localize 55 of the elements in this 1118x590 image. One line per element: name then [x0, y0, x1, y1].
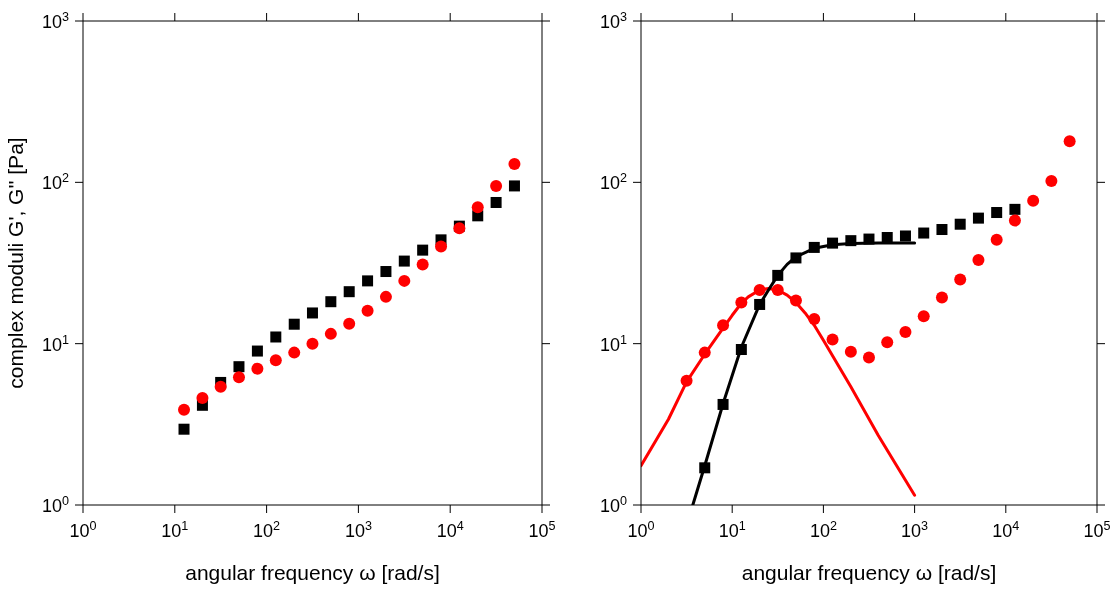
y-tick-label: 10$^{3}$: [41, 10, 69, 32]
point: [379, 290, 392, 303]
x-tick-label: 10$^{5}$: [528, 519, 556, 541]
point: [324, 327, 337, 340]
point: [398, 255, 410, 267]
point: [435, 240, 448, 253]
point: [325, 296, 337, 308]
point: [269, 354, 282, 367]
point: [362, 275, 374, 287]
x-tick-label: 10$^{2}$: [253, 519, 281, 541]
point: [471, 201, 484, 214]
point: [251, 345, 263, 357]
y-tick-label: 10$^{0}$: [41, 494, 69, 516]
point: [196, 392, 209, 405]
x-axis-title: angular frequency ω [rad/s]: [741, 561, 997, 584]
y-tick-label: 10$^{1}$: [41, 332, 69, 355]
x-axis-title: angular frequency ω [rad/s]: [185, 561, 440, 584]
y-tick-label: 10$^{1}$: [599, 332, 627, 355]
y-axis-title: complex moduli G', G'' [Pa]: [4, 137, 28, 389]
x-tick-label: 10$^{5}$: [1083, 519, 1111, 541]
point: [232, 371, 245, 384]
x-tick-label: 10$^{1}$: [718, 519, 746, 541]
point: [178, 403, 191, 416]
x-tick-label: 10$^{0}$: [627, 519, 655, 541]
y-tick-label: 10$^{3}$: [599, 10, 627, 32]
x-tick-label: 10$^{3}$: [901, 519, 929, 541]
point: [361, 304, 374, 317]
point: [398, 274, 411, 287]
point: [306, 307, 318, 319]
x-tick-label: 10$^{4}$: [992, 519, 1020, 541]
point: [343, 286, 355, 298]
point: [380, 266, 392, 278]
x-tick-label: 10$^{0}$: [69, 519, 97, 541]
point: [178, 423, 190, 435]
point: [233, 361, 245, 373]
x-tick-label: 10$^{3}$: [344, 519, 372, 541]
y-tick-label: 10$^{2}$: [41, 171, 69, 194]
x-tick-label: 10$^{1}$: [161, 519, 189, 541]
point: [306, 337, 319, 350]
y-tick-label: 10$^{0}$: [599, 494, 627, 516]
point: [270, 331, 282, 343]
point: [490, 179, 503, 192]
point: [251, 362, 264, 375]
point: [508, 180, 520, 192]
point: [417, 244, 429, 256]
point: [490, 196, 502, 208]
point: [214, 380, 227, 393]
point: [288, 318, 300, 330]
point: [288, 346, 301, 359]
point: [508, 157, 521, 170]
x-tick-label: 10$^{4}$: [436, 519, 464, 541]
point: [343, 317, 356, 330]
point: [416, 258, 429, 271]
x-tick-label: 10$^{2}$: [809, 519, 837, 541]
y-tick-label: 10$^{2}$: [599, 171, 627, 194]
